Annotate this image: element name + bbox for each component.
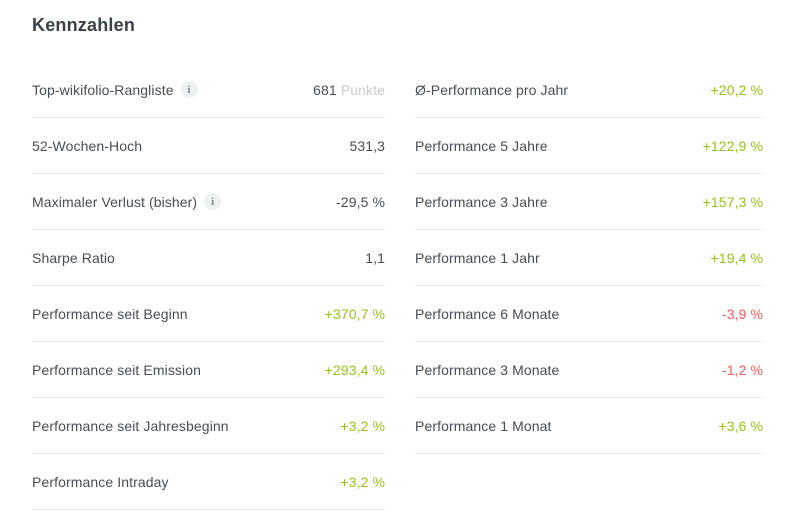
metric-value: +370,7 %	[324, 305, 385, 322]
metric-row-performance-seit-emission: Performance seit Emission +293,4 %	[32, 342, 385, 398]
metric-row-52-wochen-hoch: 52-Wochen-Hoch 531,3	[32, 118, 385, 174]
metric-value: +19,4 %	[710, 249, 763, 266]
metrics-column-left: Top-wikifolio-Rangliste i 681 Punkte 52-…	[32, 62, 385, 510]
metric-label: Ø-Performance pro Jahr	[415, 81, 569, 98]
metric-value-unit: Punkte	[340, 81, 385, 98]
metric-label: Performance 1 Jahr	[415, 249, 540, 266]
metric-value: +3,6 %	[718, 417, 763, 434]
metric-row-performance-seit-beginn: Performance seit Beginn +370,7 %	[32, 286, 385, 342]
metrics-column-right: Ø-Performance pro Jahr +20,2 % Performan…	[415, 62, 763, 510]
metric-label: Performance 6 Monate	[415, 305, 560, 322]
metric-label: Performance Intraday	[32, 473, 169, 490]
metric-value: -3,9 %	[721, 305, 763, 322]
metric-label: Sharpe Ratio	[32, 249, 115, 266]
page-title: Kennzahlen	[32, 15, 136, 35]
metric-row-performance-seit-jahresbeginn: Performance seit Jahresbeginn +3,2 %	[32, 398, 385, 454]
metric-value: -1,2 %	[721, 361, 763, 378]
metrics-grid: Top-wikifolio-Rangliste i 681 Punkte 52-…	[32, 62, 763, 510]
metric-value: +20,2 %	[710, 81, 763, 98]
metric-row-performance-1-monat: Performance 1 Monat +3,6 %	[415, 398, 763, 454]
metric-label: Performance 3 Monate	[415, 361, 560, 378]
metric-label: Performance seit Emission	[32, 361, 202, 378]
metric-value: +122,9 %	[702, 137, 763, 154]
metric-value: +293,4 %	[324, 361, 385, 378]
metric-value: +157,3 %	[702, 193, 763, 210]
metric-row-performance-6-monate: Performance 6 Monate -3,9 %	[415, 286, 763, 342]
metric-label: Performance 1 Monat	[415, 417, 552, 434]
info-icon[interactable]: i	[180, 81, 198, 98]
metric-row-performance-1-jahr: Performance 1 Jahr +19,4 %	[415, 230, 763, 286]
metric-value: +3,2 %	[340, 473, 385, 490]
metric-value: -29,5 %	[336, 193, 385, 210]
metric-row-sharpe-ratio: Sharpe Ratio 1,1	[32, 230, 385, 286]
info-icon[interactable]: i	[204, 193, 222, 210]
metric-row-avg-performance-pro-jahr: Ø-Performance pro Jahr +20,2 %	[415, 62, 763, 118]
metric-row-performance-3-jahre: Performance 3 Jahre +157,3 %	[415, 174, 763, 230]
metric-label: Performance seit Beginn	[32, 305, 188, 322]
metric-value-number: 681	[313, 81, 337, 98]
metric-value: +3,2 %	[340, 417, 385, 434]
metric-row-performance-intraday: Performance Intraday +3,2 %	[32, 454, 385, 510]
metric-value: 1,1	[365, 249, 385, 266]
metric-label: 52-Wochen-Hoch	[32, 137, 143, 154]
metric-row-top-wikifolio-rangliste: Top-wikifolio-Rangliste i 681 Punkte	[32, 62, 385, 118]
metric-row-maximaler-verlust: Maximaler Verlust (bisher) i -29,5 %	[32, 174, 385, 230]
kennzahlen-panel: Kennzahlen Top-wikifolio-Rangliste i 681…	[32, 15, 763, 510]
metric-row-performance-3-monate: Performance 3 Monate -1,2 %	[415, 342, 763, 398]
metric-label: Performance 5 Jahre	[415, 137, 548, 154]
metric-label: Performance seit Jahresbeginn	[32, 417, 229, 434]
metric-row-performance-5-jahre: Performance 5 Jahre +122,9 %	[415, 118, 763, 174]
metric-label: Top-wikifolio-Rangliste	[32, 81, 174, 98]
metric-label: Performance 3 Jahre	[415, 193, 548, 210]
metric-label: Maximaler Verlust (bisher)	[32, 193, 198, 210]
metric-value: 531,3	[349, 137, 385, 154]
metric-value: 681 Punkte	[313, 82, 385, 98]
